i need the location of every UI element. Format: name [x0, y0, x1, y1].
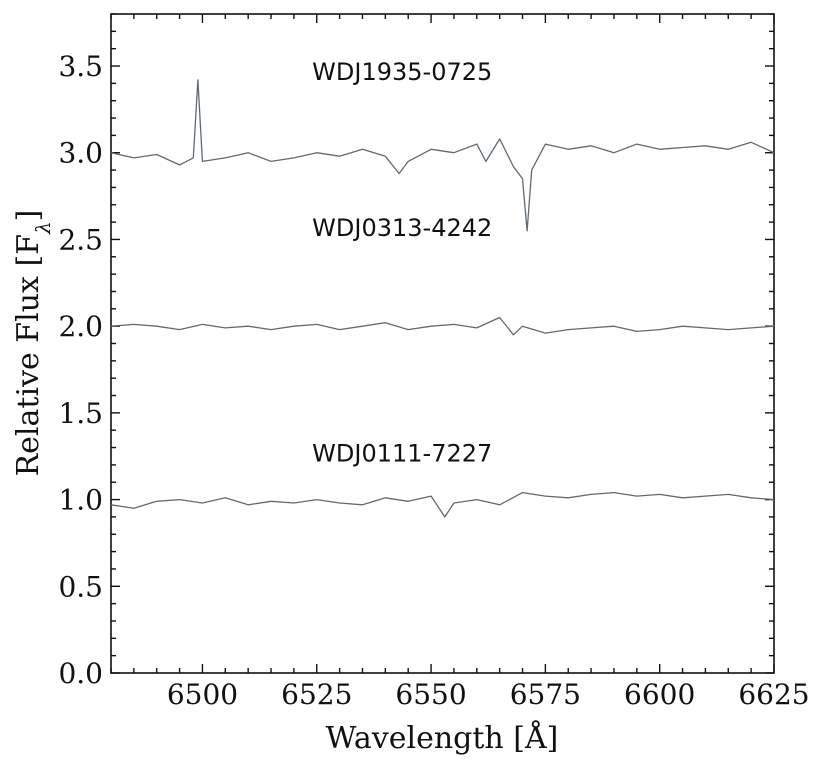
x-tick-label: 6625 [738, 678, 809, 711]
series-label: WDJ0313-4242 [312, 214, 492, 242]
plot-frame [110, 13, 775, 674]
labels-layer: WDJ1935-0725 WDJ0313-4242 WDJ0111-7227 [312, 58, 492, 468]
x-tick-label: 6500 [167, 678, 238, 711]
y-axis-title-close: ] [11, 210, 46, 222]
y-tick-label: 0.5 [58, 570, 103, 603]
series-line [110, 79, 775, 232]
x-tick-label: 6600 [624, 678, 695, 711]
series-line [110, 491, 775, 518]
series-label: WDJ1935-0725 [312, 58, 492, 86]
y-tick-label: 2.5 [58, 223, 103, 256]
x-tick-label: 6525 [281, 678, 352, 711]
axis-ticks: 6500 6525 6550 6575 6600 6625 0.0 0.5 1.0 1.5 2.0 2… [58, 13, 810, 711]
series-line [110, 316, 775, 336]
y-axis-title: Relative Flux [Fλ] [11, 210, 55, 477]
y-axis-title-subscript: λ [31, 221, 55, 235]
x-axis-title: Wavelength [Å] [326, 720, 559, 756]
series-layer [110, 79, 775, 518]
x-tick-label: 6575 [510, 678, 581, 711]
y-tick-label: 2.0 [58, 310, 103, 343]
y-tick-label: 3.0 [58, 137, 103, 170]
y-tick-label: 0.0 [58, 657, 103, 690]
y-tick-label: 1.5 [58, 397, 103, 430]
y-axis-title-main: Relative Flux [F [11, 234, 46, 476]
y-tick-label: 3.5 [58, 50, 103, 83]
y-tick-label: 1.0 [58, 484, 103, 517]
series-label: WDJ0111-7227 [312, 439, 492, 467]
x-tick-label: 6550 [395, 678, 466, 711]
